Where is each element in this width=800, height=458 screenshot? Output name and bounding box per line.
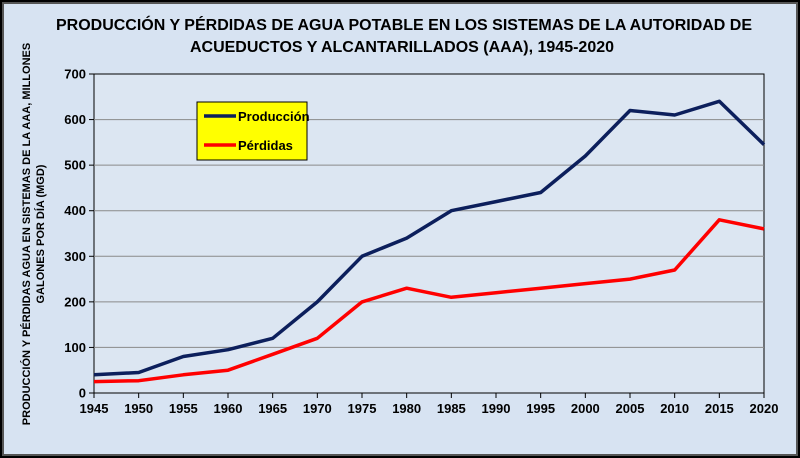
y-tick-label: 600 — [64, 112, 86, 127]
x-tick-label: 1990 — [482, 401, 511, 416]
x-tick-label: 1970 — [303, 401, 332, 416]
legend: Producción Pérdidas — [196, 101, 310, 161]
series-line-produccion — [93, 99, 766, 377]
legend-box — [196, 101, 308, 161]
legend-label-produccion: Producción — [238, 109, 310, 124]
y-axis-label: PRODUCCIÓN Y PÉRDIDAS AGUA EN SISTEMAS D… — [20, 43, 47, 425]
x-tick-label: 1995 — [526, 401, 555, 416]
x-tick-label: 1955 — [169, 401, 198, 416]
x-tick-label: 1980 — [392, 401, 421, 416]
y-axis-label-line-1: PRODUCCIÓN Y PÉRDIDAS AGUA EN SISTEMAS D… — [20, 43, 33, 425]
x-tick-label: 2005 — [616, 401, 645, 416]
series-line-perdidas — [93, 218, 765, 384]
y-tick-label: 300 — [64, 249, 86, 264]
y-axis-label-line-2: GALONES POR DÍA (MGD) — [34, 164, 47, 303]
x-tick-label: 1965 — [258, 401, 287, 416]
chart-title-line-2: ACUEDUCTOS Y ALCANTARILLADOS (AAA), 1945… — [190, 39, 614, 56]
y-tick-label: 100 — [64, 340, 86, 355]
legend-label-perdidas: Pérdidas — [238, 138, 293, 153]
x-tick-label: 2000 — [571, 401, 600, 416]
y-tick-label: 200 — [64, 294, 86, 309]
x-axis-ticks: 1945 1950 1955 1960 1965 1970 1975 1980 1985 1990… — [80, 393, 779, 416]
y-tick-label: 400 — [64, 203, 86, 218]
chart-title-line-1: PRODUCCIÓN Y PÉRDIDAS DE AGUA POTABLE EN… — [56, 15, 752, 34]
y-tick-label: 500 — [64, 158, 86, 173]
y-axis-ticks: 0 100 200 300 400 500 600 700 — [64, 67, 94, 401]
x-tick-label: 1960 — [214, 401, 243, 416]
x-tick-label: 1945 — [80, 401, 109, 416]
series-lines — [93, 99, 766, 384]
x-tick-label: 1950 — [124, 401, 153, 416]
x-tick-label: 1975 — [348, 401, 377, 416]
y-tick-label: 700 — [64, 67, 86, 82]
x-tick-label: 2015 — [705, 401, 734, 416]
x-tick-label: 2010 — [660, 401, 689, 416]
x-tick-label: 2020 — [750, 401, 779, 416]
y-tick-label: 0 — [79, 386, 86, 401]
x-tick-label: 1985 — [437, 401, 466, 416]
line-chart: PRODUCCIÓN Y PÉRDIDAS DE AGUA POTABLE EN… — [20, 15, 779, 425]
plot-area — [93, 73, 765, 394]
